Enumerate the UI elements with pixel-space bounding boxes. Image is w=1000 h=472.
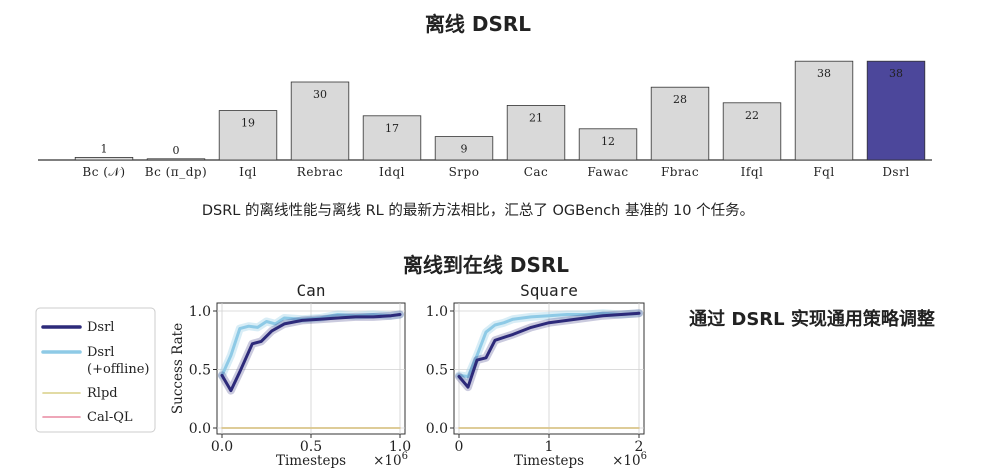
bar-value-label: 1 xyxy=(101,142,108,155)
bar-value-label: 38 xyxy=(889,67,903,80)
x-tick-label: 1.0 xyxy=(389,439,411,455)
bar-category-label: Cac xyxy=(524,165,549,179)
bar-category-label: Srpo xyxy=(449,165,480,179)
bar-category-label: Bc (𝒩) xyxy=(82,165,125,179)
legend-label: Dsrl xyxy=(87,345,114,360)
bar xyxy=(290,81,350,161)
y-tick-label: 0.5 xyxy=(426,363,448,379)
bar xyxy=(362,115,422,161)
bar-value-label: 28 xyxy=(673,93,687,106)
bar xyxy=(434,136,494,161)
bar-category-label: Fql xyxy=(813,165,834,179)
chart-title: Square xyxy=(520,281,578,300)
chart-title: Can xyxy=(297,281,326,300)
series-line xyxy=(220,313,402,377)
offline-bar-chart: 1 Bc (𝒩) 0 Bc (π_dp) 19 Iql 30 Rebrac 17 Idql 9 Srp… xyxy=(38,60,932,179)
bar-category-label: Dsrl xyxy=(882,165,909,179)
bar-value-label: 30 xyxy=(313,88,327,101)
bar-value-label: 21 xyxy=(529,111,543,124)
bar xyxy=(650,86,710,161)
bar-category-label: Ifql xyxy=(741,165,764,179)
bar xyxy=(218,110,278,161)
square-line-chart: 0 1 2 0.0 0.5 1.0 Square Timesteps ×106 xyxy=(426,281,647,469)
legend-label: Cal-QL xyxy=(87,410,133,425)
bar-value-label: 38 xyxy=(817,67,831,80)
x-multiplier: ×106 xyxy=(373,451,408,469)
series-line xyxy=(457,311,641,378)
bar xyxy=(578,128,638,161)
y-tick-label: 0.5 xyxy=(189,363,211,379)
bar xyxy=(506,105,566,161)
series-line xyxy=(457,311,641,389)
x-multiplier-exp: 6 xyxy=(641,451,647,462)
x-tick-label: 0 xyxy=(455,439,464,455)
legend-label: Rlpd xyxy=(87,386,118,401)
y-tick-label: 1.0 xyxy=(189,304,211,320)
bar-category-label: Idql xyxy=(379,165,405,179)
bar-value-label: 12 xyxy=(601,135,615,148)
x-multiplier: ×106 xyxy=(612,451,647,469)
y-tick-label: 0.0 xyxy=(189,421,211,437)
y-tick-label: 0.0 xyxy=(426,421,448,437)
y-tick-label: 1.0 xyxy=(426,304,448,320)
bar-value-label: 17 xyxy=(385,122,399,135)
legend-label: Dsrl xyxy=(87,320,114,335)
bar-category-label: Iql xyxy=(239,165,257,179)
legend-sublabel: (+offline) xyxy=(87,362,149,377)
x-tick-label: 1 xyxy=(545,439,554,455)
bar xyxy=(74,156,134,161)
x-tick-label: 2 xyxy=(635,439,644,455)
legend-box xyxy=(35,307,156,433)
bar-value-label: 19 xyxy=(241,117,255,130)
can-line-chart: 0.0 0.5 1.0 0.0 0.5 1.0 Can Timesteps ×106 Succes… xyxy=(170,281,411,469)
bar-value-label: 9 xyxy=(461,143,468,156)
x-multiplier-exp: 6 xyxy=(402,451,408,462)
bar-category-label: Fawac xyxy=(587,165,628,179)
x-tick-label: 0.0 xyxy=(211,439,233,455)
bar-category-label: Fbrac xyxy=(661,165,699,179)
bar-value-label: 0 xyxy=(173,144,180,157)
bar-category-label: Rebrac xyxy=(297,165,343,179)
bar-category-label: Bc (π_dp) xyxy=(145,165,207,179)
y-axis-label: Success Rate xyxy=(170,323,186,414)
x-axis-label: Timesteps xyxy=(514,453,584,469)
bar xyxy=(722,102,782,161)
bar xyxy=(146,158,206,161)
x-tick-label: 0.5 xyxy=(300,439,322,455)
bar xyxy=(866,60,926,161)
bottom-title: 离线到在线 DSRL xyxy=(403,253,569,277)
legend: Dsrl Dsrl (+offline) Rlpd Cal-QL xyxy=(35,307,156,433)
top-title: 离线 DSRL xyxy=(425,12,531,36)
side-caption: 通过 DSRL 实现通用策略调整 xyxy=(689,308,935,330)
top-caption: DSRL 的离线性能与离线 RL 的最新方法相比，汇总了 OGBench 基准的… xyxy=(202,202,754,219)
bar xyxy=(794,60,854,161)
bar-value-label: 22 xyxy=(745,109,759,122)
series-line xyxy=(220,313,402,393)
x-axis-label: Timesteps xyxy=(276,453,346,469)
